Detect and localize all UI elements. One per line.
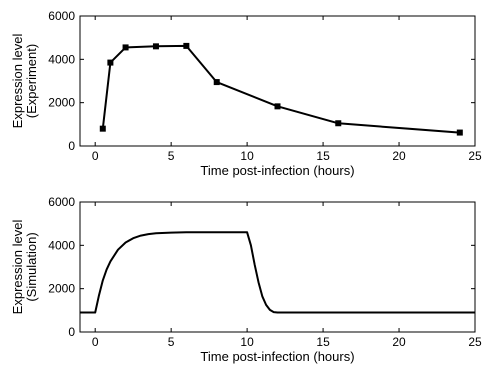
y-axis-label-line: Expression level (10, 220, 25, 315)
data-point (456, 129, 463, 136)
chart-panel-1: 0 5 10 15 20 25 0 2000 4000 6000 Time post-infecti… (10, 9, 482, 178)
y-tick-label: 2000 (48, 96, 75, 110)
x-axis-label: Time post-infection (hours) (200, 163, 354, 178)
data-point (107, 59, 114, 66)
data-point (99, 125, 106, 132)
data-point (213, 79, 220, 86)
y-tick-label: 6000 (48, 9, 75, 23)
y-axis-label-line: Expression level (10, 34, 25, 129)
y-axis-label: Expression level(Simulation) (10, 220, 39, 315)
x-tick-label: 10 (240, 335, 254, 349)
plot-frame (79, 201, 476, 333)
x-tick-label: 25 (468, 149, 482, 163)
plot-frame (79, 15, 476, 147)
y-tick-label: 2000 (48, 282, 75, 296)
x-tick-label: 20 (392, 149, 406, 163)
x-axis-label: Time post-infection (hours) (200, 349, 354, 364)
x-tick-label: 15 (316, 335, 330, 349)
x-tick-label: 10 (240, 149, 254, 163)
x-tick-label: 0 (92, 149, 99, 163)
data-point (122, 44, 129, 51)
x-tick-label: 0 (92, 335, 99, 349)
data-point (274, 103, 281, 110)
x-tick-label: 20 (392, 335, 406, 349)
y-axis-label-line: (Experiment) (24, 44, 39, 118)
data-point (152, 43, 159, 50)
series-line (101, 44, 460, 134)
series-line (80, 231, 475, 314)
x-tick-label: 5 (168, 149, 175, 163)
y-tick-label: 4000 (48, 52, 75, 66)
y-tick-label: 6000 (48, 195, 75, 209)
y-axis-label-line: (Simulation) (24, 232, 39, 301)
y-tick-label: 0 (68, 325, 75, 339)
data-point (183, 42, 190, 49)
chart-panel-2: 0 5 10 15 20 25 0 2000 4000 6000 Time post-infecti… (10, 195, 482, 364)
x-tick-label: 15 (316, 149, 330, 163)
y-tick-label: 0 (68, 139, 75, 153)
y-tick-label: 4000 (48, 238, 75, 252)
x-tick-label: 25 (468, 335, 482, 349)
data-point (335, 120, 342, 127)
x-tick-label: 5 (168, 335, 175, 349)
y-axis-label: Expression level(Experiment) (10, 34, 39, 129)
